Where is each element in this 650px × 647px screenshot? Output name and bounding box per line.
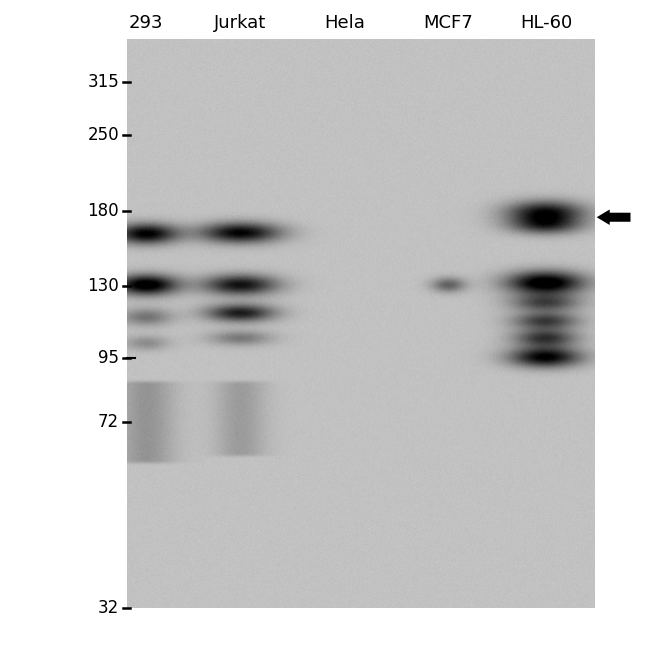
Text: 32: 32 (98, 599, 119, 617)
Text: Jurkat: Jurkat (214, 14, 266, 32)
Text: 72: 72 (98, 413, 119, 431)
Text: HL-60: HL-60 (520, 14, 572, 32)
Text: 315: 315 (87, 73, 119, 91)
FancyArrow shape (597, 210, 630, 225)
Text: 293: 293 (129, 14, 164, 32)
Text: 180: 180 (87, 202, 119, 220)
Text: MCF7: MCF7 (424, 14, 473, 32)
Text: 250: 250 (87, 126, 119, 144)
Text: 95: 95 (98, 349, 119, 367)
Text: 130: 130 (87, 277, 119, 294)
Text: Hela: Hela (324, 14, 365, 32)
